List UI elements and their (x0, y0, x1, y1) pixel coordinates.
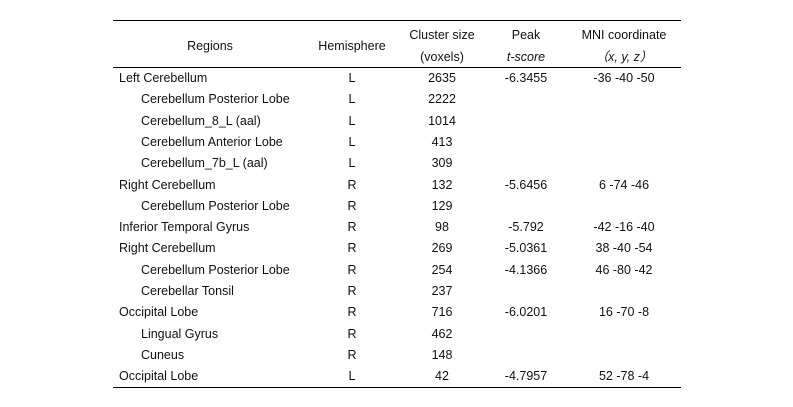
hemisphere: L (348, 134, 356, 149)
cluster-size: 2635 (428, 71, 456, 85)
hemisphere: R (347, 241, 357, 256)
header-cluster-size-unit: (voxels) (420, 50, 464, 64)
mni: -36 -40 -50 (593, 71, 655, 85)
hemisphere: R (347, 262, 357, 277)
cluster-size: 237 (431, 284, 453, 298)
subregion-name: Cerebellum Posterior Lobe (141, 262, 290, 277)
subregion-name: Cerebellum_7b_L (aal) (141, 156, 268, 171)
peak: -5.792 (508, 220, 544, 235)
cluster-size: 148 (431, 347, 453, 362)
header-cluster-size: Cluster size (409, 28, 475, 42)
bottom-rule (113, 387, 681, 388)
header-regions: Regions (187, 39, 233, 53)
region-name: Inferior Temporal Gyrus (119, 220, 250, 235)
hemisphere: R (347, 177, 357, 192)
hemisphere: L (348, 71, 356, 85)
hemisphere: R (347, 326, 357, 341)
cluster-size: 462 (431, 326, 453, 341)
peak: -4.1366 (504, 262, 548, 277)
header-rule (113, 67, 681, 68)
cluster-size: 1014 (428, 113, 456, 128)
header-mni-xyz: （x, y, z） (595, 50, 653, 64)
hemisphere: R (347, 347, 357, 362)
hemisphere: L (348, 156, 356, 171)
subregion-name: Lingual Gyrus (141, 326, 219, 341)
mni: 16 -70 -8 (598, 305, 650, 320)
peak: -4.7957 (504, 369, 548, 384)
cluster-size: 309 (431, 156, 453, 171)
mni: 46 -80 -42 (595, 262, 653, 277)
peak: -6.0201 (504, 305, 548, 320)
header-peak-score: t-score (506, 50, 546, 64)
top-rule (113, 20, 681, 21)
region-name: Right Cerebellum (119, 177, 216, 192)
peak: -5.6456 (504, 177, 548, 192)
region-name: Occipital Lobe (119, 369, 199, 384)
hemisphere: L (348, 113, 356, 128)
subregion-name: Cerebellum Anterior Lobe (141, 134, 283, 149)
peak: -6.3455 (504, 71, 548, 85)
hemisphere: R (347, 305, 357, 320)
subregion-name: Cerebellum_8_L (aal) (141, 113, 261, 128)
cluster-size: 269 (431, 241, 453, 256)
header-hemisphere: Hemisphere (318, 39, 386, 53)
cluster-size: 42 (435, 369, 449, 384)
region-name: Right Cerebellum (119, 241, 216, 256)
subregion-name: Cuneus (141, 347, 185, 362)
hemisphere: R (347, 284, 357, 298)
cluster-size: 413 (431, 134, 453, 149)
mni: 52 -78 -4 (598, 369, 650, 384)
hemisphere: R (347, 198, 357, 213)
mni: -42 -16 -40 (593, 220, 655, 235)
hemisphere: R (347, 220, 357, 235)
mni: 38 -40 -54 (595, 241, 653, 256)
mni: 6 -74 -46 (598, 177, 650, 192)
peak: -5.0361 (504, 241, 548, 256)
hemisphere: L (348, 369, 356, 384)
cluster-size: 254 (431, 262, 453, 277)
header-mni: MNI coordinate (581, 28, 667, 42)
subregion-name: Cerebellar Tonsil (141, 284, 234, 298)
subregion-name: Cerebellum Posterior Lobe (141, 92, 290, 107)
subregion-name: Cerebellum Posterior Lobe (141, 198, 290, 213)
cluster-size: 132 (431, 177, 453, 192)
region-name: Occipital Lobe (119, 305, 199, 320)
hemisphere: L (348, 92, 356, 107)
region-name: Left Cerebellum (119, 71, 208, 85)
cluster-size: 2222 (428, 92, 456, 107)
cluster-size: 98 (435, 220, 449, 235)
header-peak: Peak (511, 28, 541, 42)
cluster-size: 129 (431, 198, 453, 213)
cluster-size: 716 (431, 305, 453, 320)
